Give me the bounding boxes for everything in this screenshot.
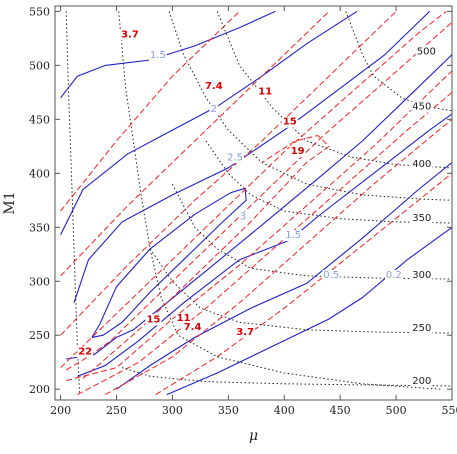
red-dashed-contour-label: 19 [291, 146, 305, 157]
blue-contour-1 [60, 10, 358, 236]
blue-contour-label-bg [238, 211, 248, 223]
red-dashed-contour-7 [77, 92, 452, 396]
y-tick-label: 200 [29, 383, 50, 396]
blue-contour-label: 1.5 [285, 230, 301, 241]
black-dotted-contour-label: 400 [412, 159, 431, 170]
y-tick-label: 450 [29, 113, 50, 126]
black-dotted-contour-0 [65, 11, 81, 395]
red-dashed-contour-0 [60, 11, 240, 212]
blue-contour-4 [66, 54, 452, 360]
blue-contour-label: 3 [240, 212, 246, 223]
red-dashed-contour-label-bg [175, 313, 192, 325]
blue-contour-label: 0.5 [323, 270, 339, 281]
black-dotted-contour-label-bg [415, 46, 437, 58]
blue-contour-label-bg [148, 49, 167, 61]
red-dashed-contour-label-bg [289, 145, 306, 157]
red-dashed-contour-2 [60, 11, 397, 336]
blue-contour-label: 2 [211, 104, 217, 115]
red-dashed-contour-label: 3.7 [236, 327, 254, 338]
y-axis-ticks: 200 250 300 350 400 450 500 550 [29, 5, 452, 396]
blue-contour-3 [91, 187, 247, 338]
black-dotted-contour-3 [345, 11, 452, 112]
black-dotted-contour-label: 500 [417, 47, 436, 58]
blue-contour-label-bg [226, 152, 245, 164]
blue-contour-label: 2.5 [227, 152, 243, 163]
red-dashed-contour-label: 11 [258, 87, 272, 98]
black-dotted-contour-1 [118, 11, 441, 390]
x-axis-title: μ [249, 428, 258, 444]
red-dashed-contour-label: 15 [283, 117, 297, 128]
red-dashed-contour-4 [82, 134, 330, 379]
y-axis-title: M1 [2, 191, 18, 214]
black-dotted-contour-label: 350 [412, 213, 431, 224]
black-dotted-contour-8 [121, 367, 452, 387]
y-tick-label: 250 [29, 329, 50, 342]
red-dashed-contour-label: 22 [78, 347, 92, 358]
blue-contour-label-bg [284, 230, 303, 242]
blue-contour-0 [60, 10, 276, 99]
x-tick-label: 350 [218, 404, 239, 417]
red-dashed-contour-label-bg [235, 327, 256, 339]
x-tick-label: 200 [50, 404, 71, 417]
black-dotted-contour-label-bg [411, 158, 433, 170]
red-dashed-contour-6 [66, 70, 452, 382]
blue-contour-label: 1.5 [150, 50, 166, 61]
plot-frame [54, 5, 453, 401]
black-dotted-contour-label-bg [411, 322, 433, 334]
red-dashed-contour-label: 3.7 [121, 29, 139, 40]
red-dashed-contour-label-bg [281, 116, 298, 128]
blue-contour-label-bg [209, 103, 218, 115]
red-dashed-contour-label-bg [257, 86, 274, 98]
y-tick-label: 400 [29, 167, 50, 180]
red-dashed-contour-label-bg [145, 314, 162, 326]
x-tick-label: 550 [442, 404, 457, 417]
black-dotted-contour-label: 300 [412, 270, 431, 281]
y-tick-label: 350 [29, 221, 50, 234]
black-dotted-contour-2 [168, 11, 452, 201]
black-dotted-contour-label-bg [411, 375, 433, 387]
blue-contour-2 [73, 11, 430, 303]
red-dashed-contour-label-bg [77, 346, 94, 358]
y-tick-label: 550 [29, 5, 50, 18]
black-dotted-contour-label-bg [411, 212, 433, 224]
blue-contour-6 [116, 162, 452, 390]
blue-contour-label: 0.2 [386, 270, 402, 281]
y-tick-label: 500 [29, 59, 50, 72]
blue-contour-label-bg [322, 270, 341, 282]
black-dotted-contour-6 [171, 183, 452, 280]
red-dashed-contour-label: 11 [177, 313, 191, 324]
x-tick-label: 500 [386, 404, 407, 417]
x-axis-ticks: 200 250 300 350 400 450 500 550 [50, 6, 457, 417]
blue-contour-5 [77, 113, 452, 377]
red-dashed-contour-label: 15 [146, 314, 160, 325]
black-dotted-contour-label: 200 [412, 376, 431, 387]
y-tick-label: 300 [29, 275, 50, 288]
red-dashed-contour-8 [105, 118, 452, 396]
x-tick-label: 400 [274, 404, 295, 417]
x-tick-label: 300 [162, 404, 183, 417]
x-tick-label: 450 [330, 404, 351, 417]
red-dashed-contour-5 [65, 21, 452, 371]
blue-contour-label-bg [384, 270, 403, 282]
black-dotted-contour-label-bg [411, 101, 433, 113]
blue-contour-7 [166, 226, 452, 396]
black-dotted-contour-5 [205, 140, 452, 224]
black-dotted-contour-4 [216, 11, 452, 169]
red-dashed-contour-3 [60, 11, 447, 368]
red-dashed-contour-label-bg [182, 321, 203, 333]
red-dashed-contour-label: 7.4 [184, 322, 202, 333]
red-dashed-contour-label-bg [203, 81, 224, 93]
black-dotted-contour-label-bg [411, 270, 433, 282]
red-dashed-contour-label: 7.4 [205, 81, 223, 92]
contour-lines [60, 10, 452, 396]
black-dotted-contour-7 [149, 248, 452, 334]
red-dashed-contour-label-bg [120, 29, 140, 41]
red-dashed-contour-1 [60, 11, 330, 277]
x-tick-label: 250 [106, 404, 127, 417]
black-dotted-contour-label: 250 [412, 323, 431, 334]
red-dashed-contour-9 [155, 172, 452, 396]
black-dotted-contour-label: 450 [412, 102, 431, 113]
